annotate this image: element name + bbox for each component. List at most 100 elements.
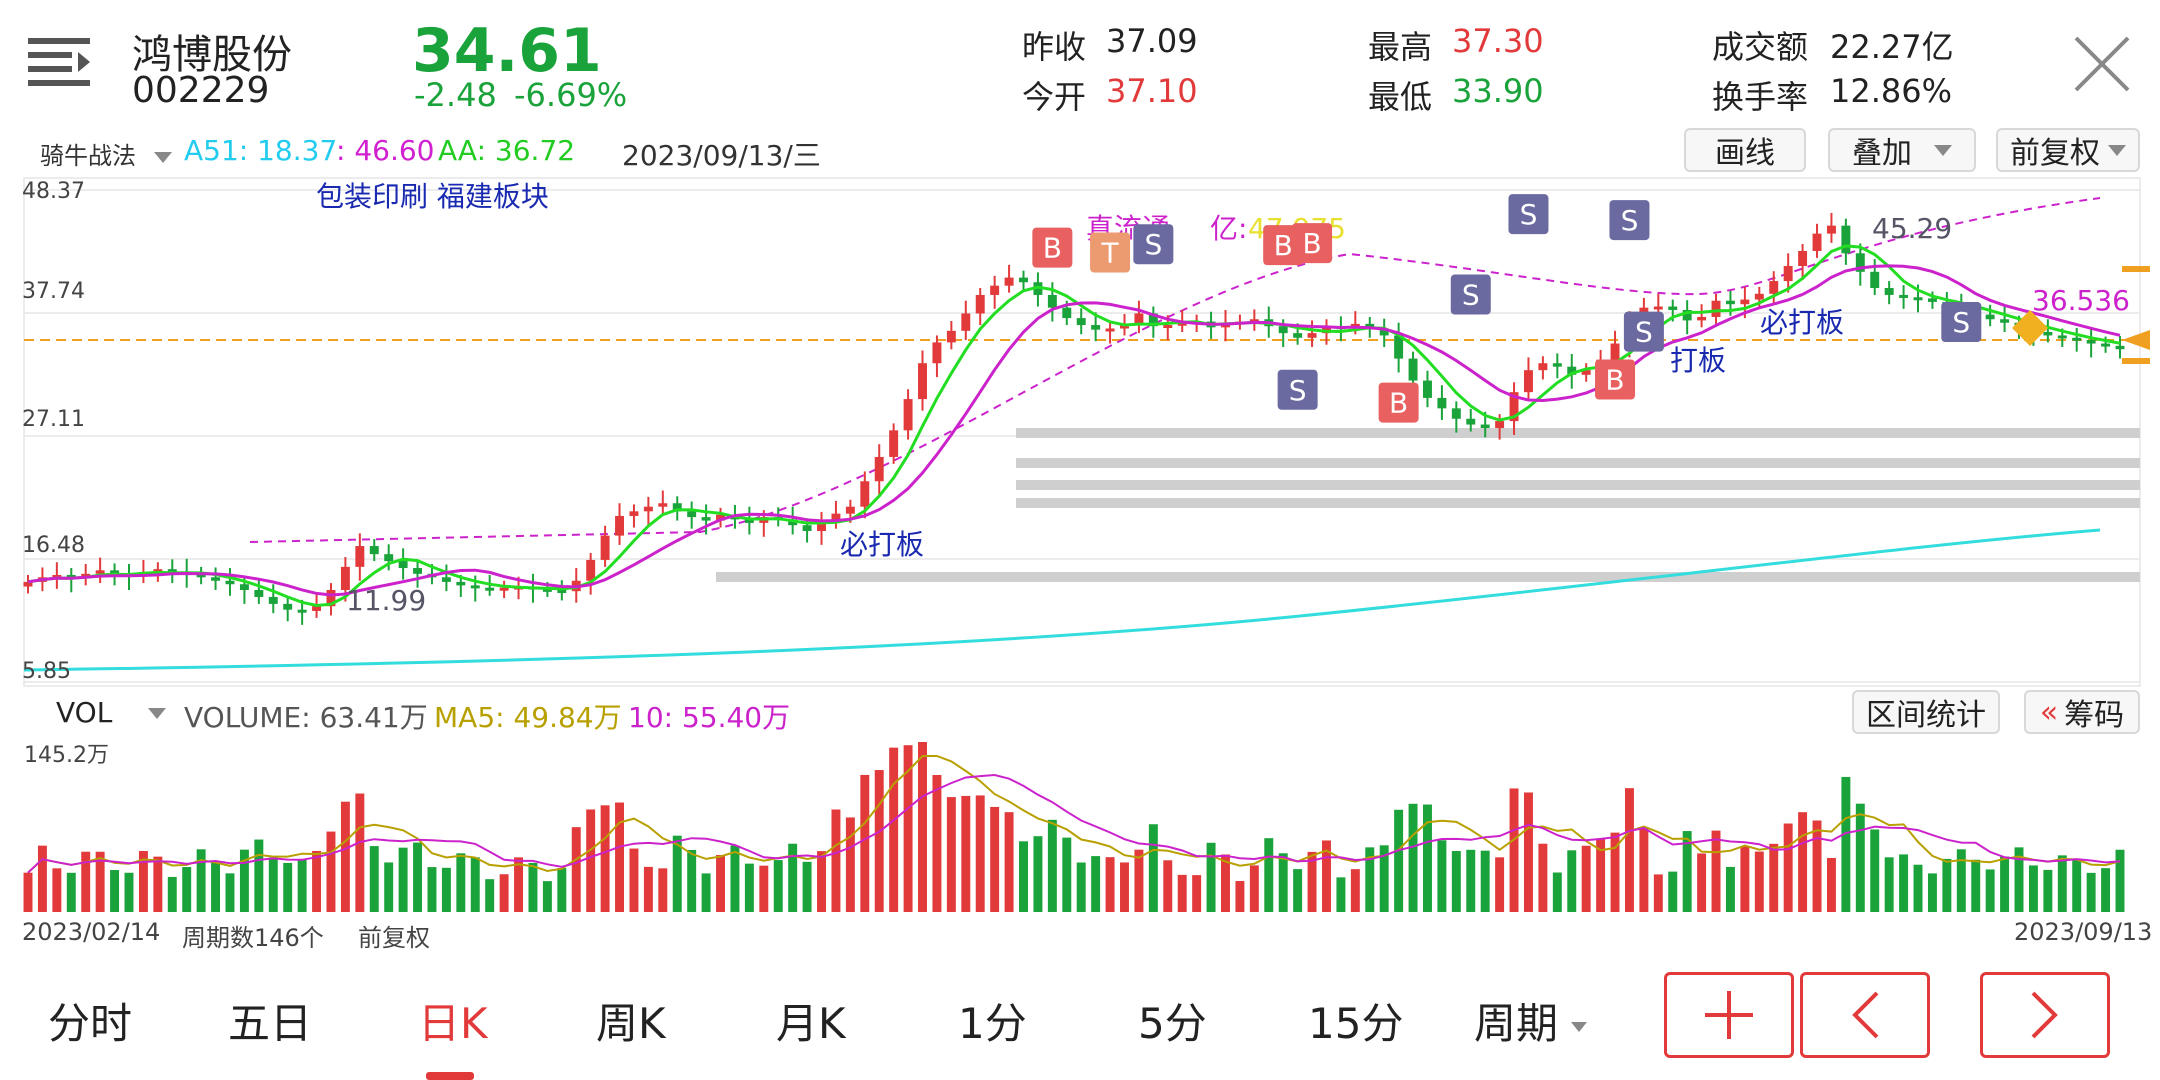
overlay-button-label: 叠加 — [1852, 136, 1912, 171]
candle-body — [658, 503, 668, 507]
candle-body — [312, 606, 322, 611]
candle-body — [1884, 288, 1894, 295]
volume-bar — [153, 856, 163, 912]
previous-button[interactable] — [1800, 972, 1930, 1058]
candle-body — [1307, 333, 1317, 338]
candle-body — [239, 584, 249, 591]
close-icon[interactable] — [2072, 34, 2132, 94]
volume-chart[interactable]: 145.2万 — [0, 738, 2160, 914]
candle-body — [52, 574, 62, 578]
tab-5min[interactable]: 5分 — [1138, 999, 1207, 1048]
volume-bar — [1985, 869, 1995, 912]
add-button[interactable] — [1664, 972, 1794, 1058]
candle-body — [1091, 325, 1101, 330]
next-button[interactable] — [1980, 972, 2110, 1058]
candle-body — [1495, 421, 1505, 429]
tab-weekly-k[interactable]: 周K — [596, 999, 666, 1048]
y-tick: 16.48 — [22, 533, 85, 558]
candle-body — [1798, 250, 1808, 267]
signal-badge — [1378, 382, 1419, 423]
candle-body — [1927, 298, 1937, 302]
high-label: 最高 — [1368, 28, 1433, 66]
stock-name: 鸿博股份 — [132, 32, 292, 78]
indicator-value2: : 46.60 — [336, 134, 435, 167]
ma-cyan-line — [23, 528, 2101, 672]
volume-bar — [1971, 859, 1981, 912]
draw-button-label: 画线 — [1715, 136, 1775, 171]
volume-bar — [1091, 856, 1101, 912]
volume-bar — [802, 861, 812, 912]
amount-value: 22.27亿 — [1830, 28, 1954, 66]
strategy-selector[interactable]: 骑牛战法 — [40, 136, 172, 171]
volume-bar — [196, 849, 206, 912]
signal-label: S — [1462, 279, 1480, 312]
tab-daily-k[interactable]: 日K — [418, 999, 488, 1048]
volume-bar — [456, 853, 466, 912]
volume-bar — [1610, 832, 1620, 912]
volume-bar — [1192, 875, 1202, 912]
tab-monthly-k[interactable]: 月K — [776, 999, 846, 1048]
volume-bar — [1148, 824, 1158, 912]
candle-body — [1899, 294, 1909, 298]
tab-period[interactable]: 周期 — [1474, 990, 1588, 1051]
candle-body — [1322, 326, 1331, 334]
volume-bar — [427, 867, 437, 912]
candle-body — [110, 570, 120, 574]
adjust-button[interactable]: 前复权 — [1996, 128, 2140, 172]
volume-bar — [37, 845, 47, 912]
chip-button[interactable]: « 筹码 — [2024, 690, 2140, 734]
volume-bar — [81, 851, 91, 912]
volume-bar — [817, 851, 826, 912]
volume-bar — [831, 809, 841, 912]
volume-bar — [932, 774, 942, 912]
chevron-right-icon — [2031, 991, 2058, 1039]
volume-indicator-name[interactable]: VOL — [56, 696, 113, 729]
signal-label: T — [1101, 237, 1120, 270]
candle-body — [1408, 358, 1418, 381]
tab-1min[interactable]: 1分 — [958, 999, 1027, 1048]
candle-body — [283, 603, 293, 610]
candle-body — [1047, 294, 1057, 308]
volume-bar — [138, 850, 148, 912]
candle-body — [1855, 253, 1865, 272]
volume-bar — [1523, 792, 1533, 912]
candle-body — [1783, 266, 1793, 282]
candle-body — [355, 546, 365, 567]
tab-five-day[interactable]: 五日 — [228, 999, 313, 1048]
y-tick: 27.11 — [22, 407, 85, 432]
volume-bar — [2043, 869, 2053, 912]
volume-bar — [355, 793, 365, 912]
tab-15min[interactable]: 15分 — [1308, 999, 1404, 1048]
overlay-button[interactable]: 叠加 — [1828, 128, 1976, 172]
low-annotation: 11.99 — [346, 584, 426, 617]
volume-bar — [1379, 845, 1389, 912]
range-stats-button[interactable]: 区间统计 — [1852, 690, 2000, 734]
volume-bar — [95, 851, 105, 912]
signal-label: B — [1043, 232, 1062, 265]
low-label: 最低 — [1368, 78, 1433, 116]
tab-intraday[interactable]: 分时 — [48, 999, 133, 1048]
menu-icon[interactable] — [28, 36, 92, 86]
current-date: 2023/09/13/三 — [622, 139, 821, 172]
volume-bar — [1942, 858, 1952, 912]
volume-bar — [1480, 850, 1490, 912]
candle-body — [225, 580, 235, 585]
kline-chart[interactable]: 48.37 37.74 27.11 16.48 5.85 包装印刷 福建板块 1… — [0, 176, 2160, 696]
volume-bar — [1249, 865, 1259, 912]
volume-bars — [23, 742, 2125, 912]
price-change: -2.48 — [414, 76, 497, 114]
start-date: 2023/02/14 — [22, 918, 161, 946]
volume-bar — [1495, 857, 1505, 912]
candle-body — [2086, 340, 2096, 344]
volume-bar — [1725, 866, 1735, 912]
volume-bar — [1697, 853, 1707, 912]
volume-bar — [1062, 837, 1072, 912]
volume-bar — [326, 831, 336, 912]
high-value: 37.30 — [1452, 22, 1544, 60]
menu-icon-glyph — [28, 38, 90, 86]
volume-bar — [499, 874, 509, 912]
chevron-down-icon[interactable] — [148, 708, 166, 719]
candle-body — [2000, 319, 2010, 323]
candle-body — [701, 517, 711, 521]
draw-button[interactable]: 画线 — [1684, 128, 1806, 172]
